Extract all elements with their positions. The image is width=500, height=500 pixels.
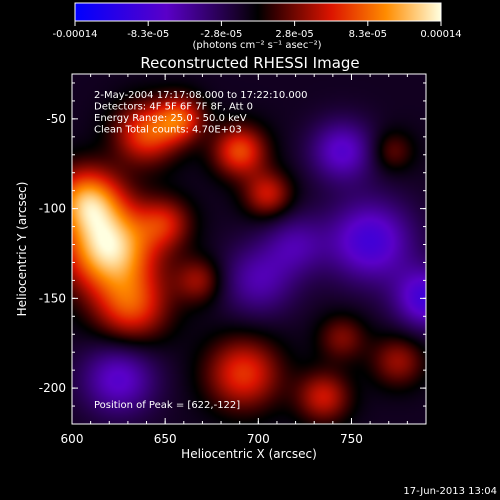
x-tick-label: 700 <box>247 432 270 446</box>
footer-date: 17-Jun-2013 13:04 <box>403 486 497 497</box>
colorbar-tick-label: -0.00014 <box>53 29 98 40</box>
colorbar <box>74 2 442 22</box>
info-line: Clean Total counts: 4.70E+03 <box>94 125 242 136</box>
colorbar-tick-label: -8.3e-05 <box>127 29 169 40</box>
info-line: 2-May-2004 17:17:08.000 to 17:22:10.000 <box>94 90 307 101</box>
x-axis: 600 650 700 750 <box>61 74 427 446</box>
x-tick-label: 750 <box>340 432 363 446</box>
y-tick-label: -50 <box>46 112 66 126</box>
colorbar-tick-label: 2.8e-05 <box>275 29 313 40</box>
y-tick-label: -100 <box>39 202 66 216</box>
x-tick-label: 650 <box>154 432 177 446</box>
peak-position-label: Position of Peak = [622,-122] <box>94 400 240 411</box>
info-line: Detectors: 4F 5F 6F 7F 8F, Att 0 <box>94 102 253 113</box>
colorbar-ticks: -0.00014 -8.3e-05 -2.8e-05 2.8e-05 8.3e-05 0.… <box>53 21 462 40</box>
colorbar-tick-label: 0.00014 <box>420 29 461 40</box>
y-axis: -50 -100 -150 -200 <box>39 82 426 425</box>
x-axis-label: Heliocentric X (arcsec) <box>181 447 317 461</box>
plot-frame <box>71 73 427 425</box>
colorbar-tick-label: -2.8e-05 <box>200 29 242 40</box>
colorbar-tick-label: 8.3e-05 <box>349 29 387 40</box>
observation-info: 2-May-2004 17:17:08.000 to 17:22:10.000D… <box>94 90 307 136</box>
y-axis-label: Heliocentric Y (arcsec) <box>15 182 29 317</box>
chart-title: Reconstructed RHESSI Image <box>140 54 359 72</box>
y-tick-label: -200 <box>39 381 66 395</box>
x-tick-label: 600 <box>61 432 84 446</box>
heatmap-area <box>72 74 426 424</box>
heatmap-image <box>72 74 426 424</box>
y-tick-label: -150 <box>39 291 66 305</box>
info-line: Energy Range: 25.0 - 50.0 keV <box>94 113 247 124</box>
colorbar-unit-label: (photons cm⁻² s⁻¹ asec⁻²) <box>192 40 321 51</box>
